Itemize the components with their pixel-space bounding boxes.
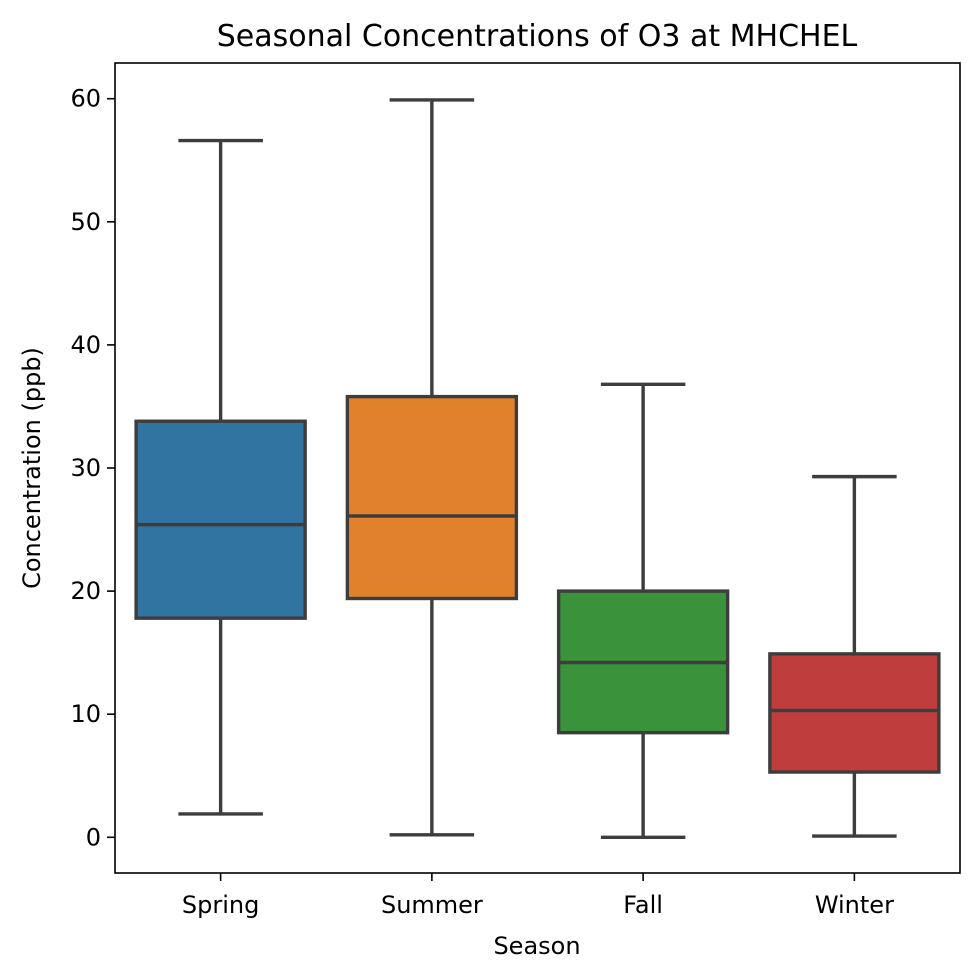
x-tick-label: Spring	[182, 891, 259, 919]
y-tick-label: 60	[70, 85, 101, 113]
iqr-box	[134, 419, 307, 620]
x-axis: Spring Summer Fall Winter	[182, 873, 894, 919]
chart-title: Seasonal Concentrations of O3 at MHCHEL	[217, 19, 858, 54]
y-tick-label: 10	[70, 700, 101, 728]
y-axis-label: Concentration (ppb)	[18, 347, 46, 589]
boxes-group	[134, 98, 941, 840]
box-winter	[768, 474, 941, 838]
x-tick-label: Winter	[815, 891, 894, 919]
x-tick-label: Summer	[381, 891, 483, 919]
y-tick-label: 0	[86, 823, 101, 851]
x-tick-label: Fall	[623, 891, 663, 919]
box-fall	[556, 382, 730, 840]
box-spring	[134, 138, 307, 816]
x-axis-label: Season	[493, 932, 580, 960]
y-tick-label: 30	[70, 454, 101, 482]
iqr-box	[768, 652, 941, 774]
plot-area	[114, 62, 961, 874]
y-axis: 0 10 20 30 40 50 60	[70, 85, 115, 851]
iqr-box	[345, 394, 519, 601]
y-tick-label: 20	[70, 577, 101, 605]
y-tick-label: 50	[70, 208, 101, 236]
box-summer	[345, 98, 519, 837]
y-tick-label: 40	[70, 331, 101, 359]
